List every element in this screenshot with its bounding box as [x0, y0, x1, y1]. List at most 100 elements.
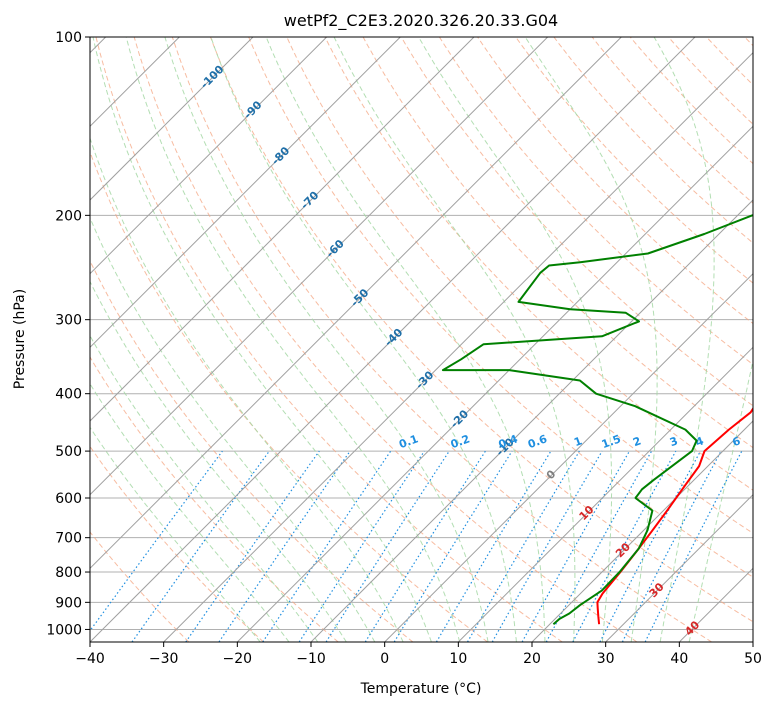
isotherm-line: [90, 37, 622, 570]
moist-adiabat: [125, 37, 461, 642]
dry-adiabat: [95, 37, 563, 642]
x-tick-label: 40: [670, 651, 688, 667]
isotherm-line: [310, 199, 753, 642]
moist-adiabat: [333, 37, 576, 642]
dry-adiabat: [438, 37, 753, 366]
dry-adiabat: [90, 356, 339, 642]
isotherm-line: [457, 346, 753, 642]
isotherm-layer: [90, 37, 753, 642]
y-tick-label: 200: [55, 208, 82, 224]
y-axis: 100 200 300 400 500 600 700 800 900 1000: [46, 30, 90, 638]
grid-layer: [90, 37, 753, 630]
x-tick-label: −30: [149, 651, 179, 667]
mixing-ratio-labels: 0.10.20.40.611.52346810131620253036: [397, 432, 772, 451]
x-tick-label: 20: [523, 651, 541, 667]
mixing-ratio-label: 3: [668, 434, 680, 449]
moist-adiabat: [90, 280, 347, 642]
dewpoint-profile: [441, 214, 753, 625]
chart-title: wetPf2_C2E3.2020.326.20.33.G04: [284, 11, 558, 31]
mixing-ratio-line: [298, 450, 425, 642]
temperature-profile: [596, 406, 753, 625]
mixing-ratio-label: 0.1: [397, 432, 420, 451]
mixing-ratio-line: [262, 450, 392, 642]
mixing-ratio-line: [185, 450, 320, 642]
mixing-ratio-line: [90, 450, 223, 632]
mixing-ratio-label: 0.2: [449, 432, 472, 451]
x-tick-label: −40: [75, 651, 105, 667]
moist-adiabat: [90, 334, 319, 642]
dry-adiabat: [248, 37, 753, 578]
moist-adiabat: [688, 358, 753, 642]
x-tick-label: 0: [380, 651, 389, 667]
isotherm-line: [90, 37, 549, 496]
mixing-ratio-label: 1: [572, 434, 584, 449]
isotherm-line: [163, 51, 753, 642]
mixing-ratio-label: 1.5: [600, 432, 623, 451]
mixing-ratio-line: [521, 450, 631, 642]
mixing-ratio-layer: [90, 450, 743, 642]
moist-adiabat: [524, 37, 658, 642]
dry-adiabat: [90, 531, 190, 642]
moist-adiabat: [90, 216, 376, 642]
mixing-ratio-line: [131, 450, 270, 642]
mixing-ratio-label: 0.6: [526, 432, 549, 451]
mixing-ratio-line: [572, 450, 677, 642]
dry-adiabat: [286, 37, 753, 534]
dry-adiabat: [90, 150, 488, 642]
moist-adiabat: [210, 37, 517, 642]
moist-adiabat: [418, 37, 613, 642]
y-tick-label: 100: [55, 30, 82, 46]
mixing-ratio-label: 0.4: [497, 432, 520, 451]
mixing-ratio-label: 4: [694, 434, 706, 449]
x-tick-label: 10: [449, 651, 467, 667]
mixing-ratio-label: 2: [631, 434, 643, 449]
x-tick-label: 30: [597, 651, 615, 667]
isotherm-line: [90, 37, 328, 275]
dry-adiabat: [477, 37, 753, 325]
moist-adiabat: [90, 426, 261, 642]
y-tick-label: 800: [55, 565, 82, 581]
isotherm-line: [605, 493, 753, 642]
dry-adiabat: [210, 37, 753, 623]
dry-adiabat: [133, 37, 638, 642]
dry-adiabat: [400, 37, 753, 407]
isotherm-line: [90, 37, 254, 201]
y-tick-label: 400: [55, 387, 82, 403]
y-tick-label: 300: [55, 313, 82, 329]
moist-adiabat: [164, 37, 489, 642]
mixing-ratio-line: [644, 450, 743, 642]
mixing-ratio-line: [218, 450, 351, 642]
x-axis-title: Temperature (°C): [360, 681, 482, 697]
y-tick-label: 1000: [46, 622, 82, 638]
y-tick-label: 600: [55, 491, 82, 507]
dry-adiabat: [591, 37, 753, 204]
isotherm-line: [752, 641, 753, 642]
x-axis: −40 −30 −20 −10 0 10 20 30 40 50: [75, 642, 762, 667]
x-tick-label: 50: [744, 651, 762, 667]
dry-adiabat: [553, 37, 753, 244]
x-tick-label: −20: [223, 651, 253, 667]
moist-adiabat: [90, 136, 404, 642]
moist-adiabat: [653, 37, 715, 642]
isotherm-line: [384, 272, 753, 642]
y-tick-label: 700: [55, 531, 82, 547]
isotherm-line: [90, 37, 475, 422]
dry-adiabat: [171, 37, 712, 642]
series-layer: [441, 214, 753, 625]
isotherm-line: [90, 37, 401, 349]
moist-adiabat: [92, 37, 432, 642]
moist-adiabat: [90, 382, 290, 642]
dry-adiabat: [324, 37, 753, 491]
moist-adiabat: [265, 37, 546, 642]
mixing-ratio-line: [393, 450, 513, 642]
y-tick-label: 900: [55, 595, 82, 611]
mixing-ratio-label: 8: [760, 434, 772, 449]
mixing-ratio-line: [325, 450, 450, 642]
isotherm-line: [90, 37, 696, 642]
plot-frame: [89, 36, 754, 643]
x-tick-label: −10: [296, 651, 326, 667]
mixing-ratio-label: 6: [731, 434, 743, 449]
y-axis-title: Pressure (hPa): [12, 289, 28, 389]
isotherm-line: [531, 420, 753, 642]
